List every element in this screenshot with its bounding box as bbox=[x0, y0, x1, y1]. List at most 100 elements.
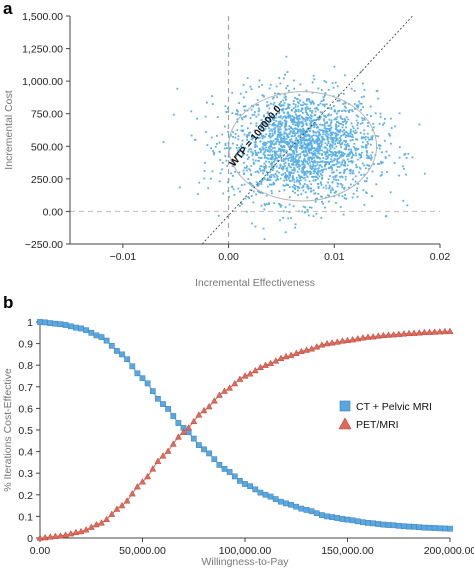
scatter-point bbox=[366, 164, 369, 166]
scatter-point bbox=[365, 144, 367, 146]
scatter-point bbox=[266, 104, 268, 107]
scatter-point bbox=[293, 150, 295, 153]
scatter-point bbox=[281, 168, 284, 171]
scatter-point bbox=[233, 194, 236, 196]
scatter-point bbox=[347, 110, 350, 112]
scatter-point bbox=[295, 180, 298, 183]
scatter-point bbox=[267, 146, 270, 149]
scatter-point bbox=[312, 74, 315, 77]
scatter-point bbox=[338, 93, 340, 96]
scatter-point bbox=[304, 160, 307, 163]
scatter-point bbox=[269, 163, 272, 165]
scatter-point bbox=[298, 175, 301, 178]
scatter-point bbox=[276, 111, 279, 114]
scatter-point bbox=[345, 141, 347, 143]
scatter-point bbox=[312, 179, 315, 182]
scatter-point bbox=[351, 172, 354, 174]
scatter-point bbox=[341, 110, 343, 112]
scatter-point bbox=[348, 169, 351, 172]
scatter-point bbox=[310, 172, 313, 175]
scatter-point bbox=[311, 101, 314, 104]
scatter-point bbox=[359, 167, 362, 170]
scatter-point bbox=[271, 142, 274, 145]
scatter-point bbox=[309, 110, 312, 112]
scatter-point bbox=[306, 152, 309, 155]
scatter-point bbox=[329, 191, 332, 194]
scatter-point bbox=[276, 96, 278, 99]
scatter-point bbox=[328, 128, 330, 130]
scatter-point bbox=[296, 189, 299, 192]
scatter-point bbox=[271, 132, 274, 135]
scatter-point bbox=[335, 124, 337, 127]
scatter-points bbox=[162, 47, 426, 240]
scatter-point bbox=[343, 105, 346, 108]
scatter-point bbox=[287, 184, 289, 186]
series-marker bbox=[292, 349, 300, 356]
scatter-point bbox=[290, 127, 293, 130]
scatter-point bbox=[342, 154, 345, 156]
scatter-point bbox=[285, 116, 287, 119]
scatter-point bbox=[315, 107, 318, 110]
scatter-point bbox=[288, 165, 291, 168]
scatter-point bbox=[350, 148, 353, 151]
scatter-point bbox=[337, 125, 340, 127]
series-marker bbox=[282, 352, 290, 360]
scatter-point bbox=[260, 165, 263, 168]
scatter-point bbox=[328, 200, 330, 203]
scatter-point bbox=[317, 131, 319, 133]
scatter-point bbox=[237, 187, 240, 190]
scatter-point bbox=[343, 153, 346, 155]
scatter-point bbox=[296, 144, 298, 147]
scatter-point bbox=[322, 96, 325, 99]
scatter-point bbox=[320, 166, 323, 168]
scatter-point bbox=[267, 111, 269, 114]
scatter-point bbox=[290, 217, 292, 219]
series-marker bbox=[62, 322, 69, 328]
scatter-point bbox=[277, 154, 280, 157]
scatter-point bbox=[285, 95, 287, 98]
scatter-point bbox=[252, 190, 255, 193]
scatter-point bbox=[303, 155, 306, 158]
scatter-point bbox=[269, 136, 272, 139]
scatter-point bbox=[298, 156, 301, 159]
scatter-point bbox=[252, 201, 255, 204]
scatter-point bbox=[306, 154, 309, 156]
scatter-point bbox=[323, 114, 325, 117]
scatter-point bbox=[313, 142, 316, 145]
scatter-point bbox=[302, 128, 305, 130]
scatter-point bbox=[337, 110, 339, 113]
scatter-point bbox=[272, 160, 275, 163]
scatter-point bbox=[355, 104, 358, 107]
scatter-point bbox=[204, 115, 207, 118]
scatter-point bbox=[259, 148, 261, 150]
scatter-point bbox=[314, 154, 317, 157]
scatter-point bbox=[251, 135, 254, 138]
scatter-point bbox=[271, 130, 274, 133]
scatter-point bbox=[261, 137, 264, 140]
scatter-point bbox=[297, 142, 300, 144]
scatter-point bbox=[263, 129, 266, 131]
scatter-point bbox=[307, 107, 309, 110]
scatter-point bbox=[352, 146, 355, 148]
scatter-point bbox=[304, 147, 307, 150]
scatter-point bbox=[299, 129, 302, 131]
scatter-point bbox=[310, 102, 312, 105]
scatter-point bbox=[298, 168, 301, 170]
scatter-point bbox=[347, 155, 350, 157]
scatter-point bbox=[246, 77, 249, 79]
scatter-point bbox=[259, 150, 262, 152]
scatter-point bbox=[306, 196, 309, 199]
scatter-point bbox=[294, 188, 296, 190]
series-marker bbox=[329, 514, 335, 520]
scatter-point bbox=[301, 125, 304, 127]
scatter-point bbox=[272, 123, 274, 125]
scatter-point bbox=[256, 170, 259, 173]
scatter-point bbox=[318, 133, 321, 136]
scatter-point bbox=[248, 182, 251, 185]
scatter-point bbox=[347, 118, 350, 121]
scatter-point bbox=[267, 149, 269, 152]
scatter-point bbox=[261, 178, 264, 181]
scatter-point bbox=[241, 118, 244, 121]
scatter-point bbox=[314, 152, 317, 155]
scatter-point bbox=[257, 190, 259, 192]
